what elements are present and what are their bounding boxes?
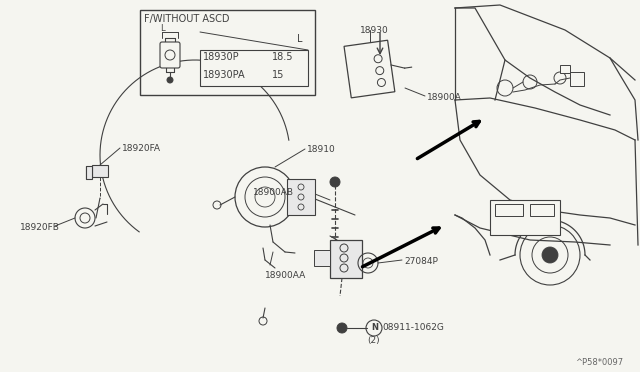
Circle shape [337, 323, 347, 333]
Circle shape [542, 247, 558, 263]
Bar [560, 65, 570, 73]
Text: 18.5: 18.5 [272, 52, 294, 62]
Text: 18920FB: 18920FB [20, 223, 60, 232]
Bar [140, 10, 315, 95]
FancyBboxPatch shape [160, 42, 180, 68]
Text: 18930P: 18930P [203, 52, 239, 62]
Text: 18920FA: 18920FA [122, 144, 161, 153]
Bar [314, 250, 330, 266]
Text: N: N [371, 323, 378, 332]
Text: (2): (2) [368, 336, 380, 345]
Text: 18930PA: 18930PA [203, 70, 246, 80]
Text: 15: 15 [272, 70, 284, 80]
Bar [92, 165, 108, 177]
Bar [200, 50, 308, 86]
Bar [530, 204, 554, 216]
Circle shape [330, 177, 340, 187]
Text: ^P58*0097: ^P58*0097 [575, 358, 623, 367]
Bar [330, 240, 362, 278]
Text: F/WITHOUT ASCD: F/WITHOUT ASCD [144, 14, 230, 24]
Text: 27084P: 27084P [404, 257, 438, 266]
Text: L: L [160, 24, 164, 33]
Text: 18900AB: 18900AB [253, 188, 294, 197]
Text: 18930: 18930 [360, 26, 388, 35]
Text: L: L [297, 34, 303, 44]
Bar [287, 179, 315, 215]
Bar [86, 166, 92, 179]
Text: 18910: 18910 [307, 145, 336, 154]
Text: 18900AA: 18900AA [265, 271, 307, 280]
Bar [344, 40, 395, 98]
Text: 18900A: 18900A [427, 93, 462, 102]
Text: 08911-1062G: 08911-1062G [382, 323, 444, 332]
Bar [570, 72, 584, 86]
Bar [490, 200, 560, 235]
Bar [495, 204, 523, 216]
Circle shape [167, 77, 173, 83]
